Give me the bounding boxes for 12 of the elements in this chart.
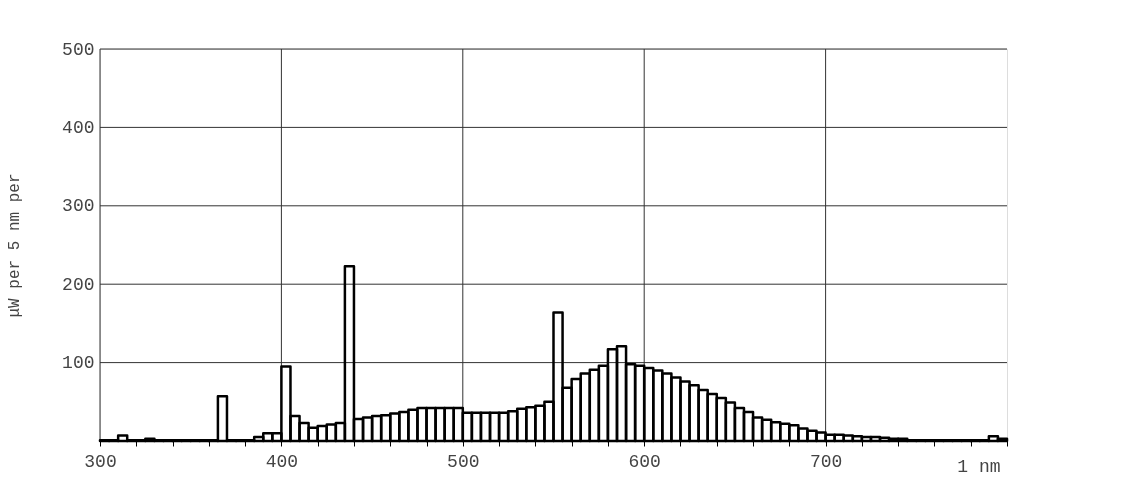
x-tick-label: 500: [447, 451, 480, 472]
x-tick-label: 600: [628, 451, 661, 472]
y-axis-title: μW per 5 nm per: [6, 173, 25, 318]
x-axis-title: 1 nm: [957, 456, 1001, 477]
x-tick-label: 400: [265, 451, 299, 472]
y-tick-label: 200: [62, 274, 95, 295]
y-tick-label: 400: [62, 117, 95, 138]
x-tick-label: 700: [809, 451, 843, 472]
y-tick-label: 100: [62, 353, 95, 374]
y-tick-label: 300: [62, 196, 95, 217]
y-tick-label: 500: [62, 39, 95, 60]
x-tick-label: 300: [84, 451, 117, 472]
